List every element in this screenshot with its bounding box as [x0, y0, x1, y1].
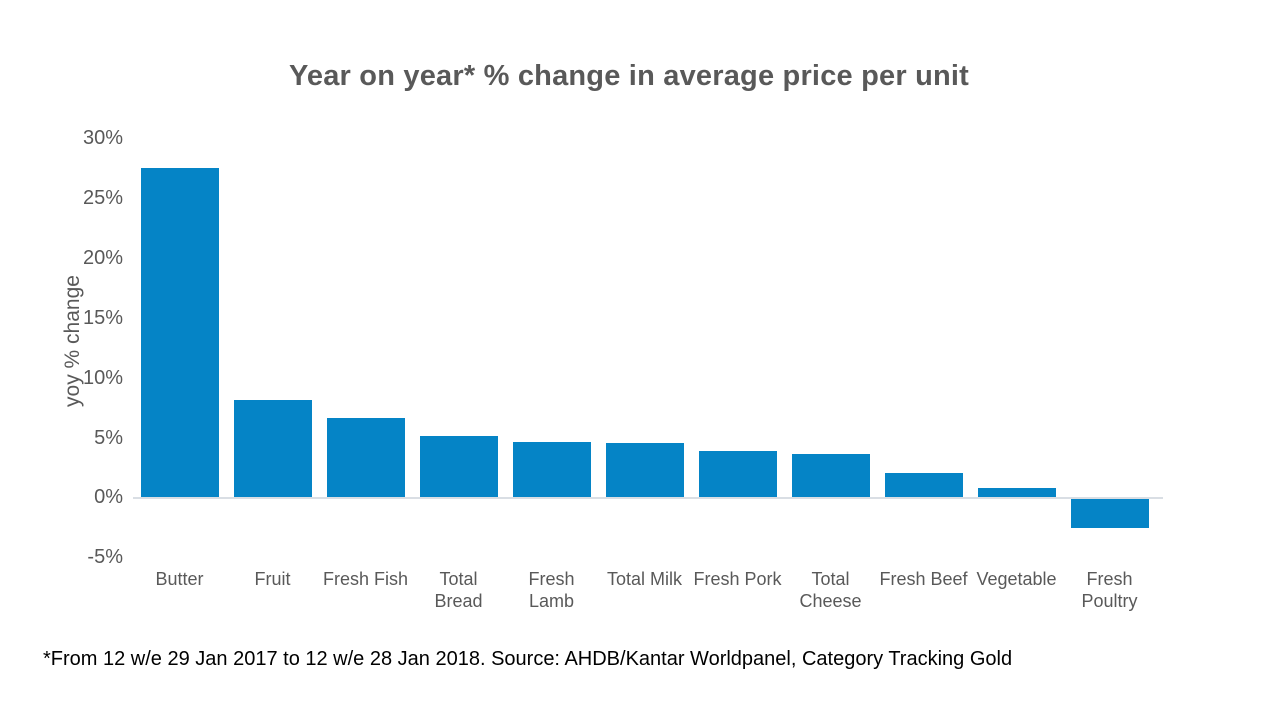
bar-fresh-fish [326, 418, 405, 498]
x-category-label-line: Total [811, 569, 850, 589]
bar-fresh-lamb [512, 442, 591, 498]
bar-total-bread [419, 436, 498, 498]
bar-total-milk [605, 443, 684, 498]
bar-fresh-pork [698, 450, 777, 498]
x-category-label: Fruit [223, 568, 323, 590]
x-category-label: Fresh Poultry [1060, 568, 1160, 612]
x-category-label: Butter [130, 568, 230, 590]
x-category-label: Fresh Fish [316, 568, 416, 590]
x-category-label-line: Fruit [254, 569, 291, 589]
x-category-label-line: Fresh Pork [693, 569, 782, 589]
x-category-label: Fresh Lamb [502, 568, 602, 612]
bar-total-cheese [791, 454, 870, 498]
x-axis-line [133, 497, 1163, 499]
x-category-label-line: Total Milk [606, 569, 682, 589]
x-category-label-line: Fresh [528, 569, 575, 589]
x-category-label-line: Bread [434, 591, 483, 611]
x-category-label-line: Poultry [1081, 591, 1138, 611]
x-category-label-line: Total [439, 569, 478, 589]
x-category-label-line: Fresh [1086, 569, 1133, 589]
x-category-label-line: Butter [155, 569, 204, 589]
footnote: *From 12 w/e 29 Jan 2017 to 12 w/e 28 Ja… [43, 648, 1013, 670]
x-category-label-line: Cheese [799, 591, 862, 611]
x-category-label: Total Cheese [781, 568, 881, 612]
y-tick-label: 30% [82, 127, 123, 149]
bar-vegetable [977, 487, 1056, 498]
y-tick-label: 5% [94, 426, 123, 449]
bar-fresh-poultry [1070, 498, 1149, 529]
x-category-label-line: Vegetable [976, 569, 1057, 589]
x-category-label-line: Lamb [528, 591, 575, 611]
x-category-label: Vegetable [967, 568, 1067, 590]
y-tick-label: 0% [94, 486, 123, 509]
chart-title: Year on year* % change in average price … [288, 60, 970, 92]
y-tick-label: 10% [82, 366, 123, 389]
x-category-label: Total Milk [595, 568, 695, 590]
x-category-label-line: Fresh Beef [879, 569, 968, 589]
x-category-label: Fresh Pork [688, 568, 788, 590]
x-category-label: Total Bread [409, 568, 509, 612]
bar-fresh-beef [884, 473, 963, 498]
y-tick-label: 20% [82, 246, 123, 269]
y-tick-label: 25% [82, 186, 123, 209]
y-tick-label: -5% [87, 546, 123, 569]
bar-butter [140, 167, 219, 498]
y-axis-title: yoy % change [61, 275, 84, 407]
x-category-label: Fresh Beef [874, 568, 974, 590]
y-tick-label: 15% [82, 306, 123, 329]
bar-fruit [233, 400, 312, 498]
x-category-label-line: Fresh Fish [322, 569, 409, 589]
